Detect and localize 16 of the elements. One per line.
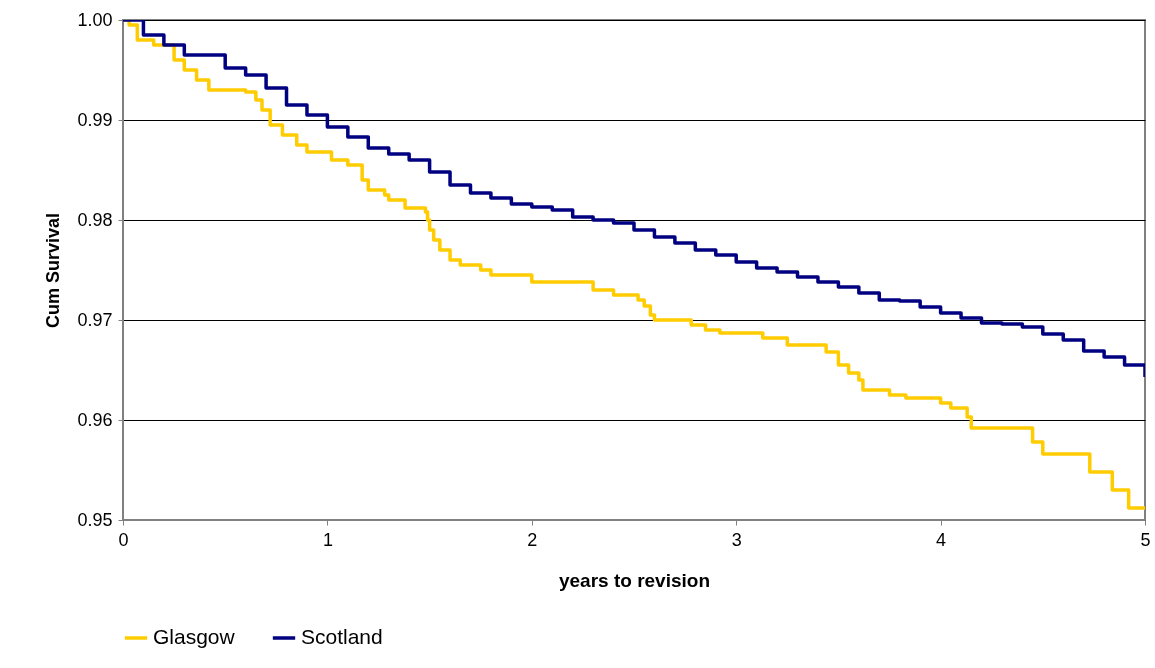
- x-tick-label: 5: [1140, 529, 1151, 550]
- y-tick-label: 0.95: [77, 509, 113, 530]
- x-axis-title: years to revision: [558, 569, 711, 591]
- x-tick-label: 4: [936, 529, 947, 550]
- legend-label: Scotland: [301, 625, 383, 648]
- y-tick-label: 0.97: [77, 309, 113, 330]
- x-tick-label: 0: [118, 529, 129, 550]
- y-axis-title: Cum Survival: [43, 212, 64, 329]
- y-tick-label: 0.96: [77, 409, 113, 430]
- legend-label: Glasgow: [153, 625, 236, 648]
- y-tick-label: 0.99: [77, 109, 113, 130]
- y-tick-label: 0.98: [77, 209, 113, 230]
- x-tick-label: 1: [322, 529, 333, 550]
- y-tick-label: 1.00: [77, 9, 113, 30]
- x-tick-label: 3: [731, 529, 742, 550]
- x-tick-label: 2: [527, 529, 538, 550]
